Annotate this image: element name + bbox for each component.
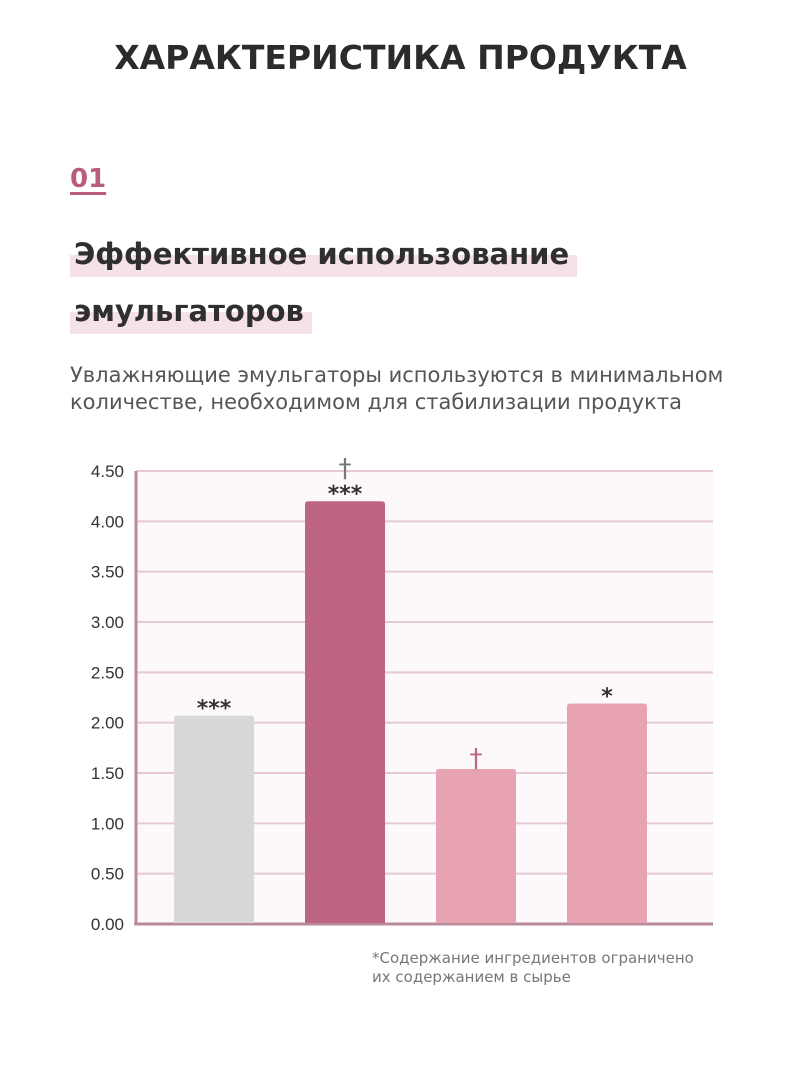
- heading-highlight: [70, 255, 578, 277]
- section-heading-line-1: Эффективное использование: [70, 237, 578, 277]
- bar: [305, 501, 385, 923]
- section-description: Увлажняющие эмульгаторы используются в м…: [70, 363, 724, 414]
- heading-text: Эффективное использование: [74, 237, 570, 271]
- section-number: 01: [70, 164, 107, 194]
- y-tick-label: 4.50: [91, 462, 124, 481]
- bar-chart-svg: 0.00 0.50 1.00 1.50 2.00 2.50 3.00 3.50 4.00 4.50…: [91, 454, 713, 934]
- dagger-mark: †: [339, 454, 352, 484]
- y-tick-label: 2.00: [91, 714, 124, 733]
- footnote-line-2: их содержанием в сырье: [372, 968, 571, 986]
- section-heading-line-2: эмульгаторов: [70, 294, 312, 334]
- bar-chart: 0.00 0.50 1.00 1.50 2.00 2.50 3.00 3.50 4.00 4.50…: [0, 440, 801, 960]
- significance-stars: ***: [328, 482, 363, 507]
- heading-text: эмульгаторов: [74, 294, 304, 328]
- bar: [174, 715, 254, 923]
- y-tick-label: 3.00: [91, 613, 124, 632]
- page-title: ХАРАКТЕРИСТИКА ПРОДУКТА: [114, 38, 687, 77]
- footnote-line-1: *Содержание ингредиентов ограничено: [372, 949, 694, 967]
- y-tick-label: 2.50: [91, 663, 124, 682]
- bar: [567, 703, 647, 923]
- significance-stars: ***: [197, 697, 232, 722]
- y-tick-label: 1.50: [91, 764, 124, 783]
- significance-stars: *: [601, 685, 613, 710]
- y-tick-label: 0.50: [91, 865, 124, 884]
- y-tick-label: 3.50: [91, 563, 124, 582]
- dagger-mark: †: [470, 744, 483, 774]
- y-tick-label: 0.00: [91, 915, 124, 934]
- y-tick-label: 1.00: [91, 814, 124, 833]
- y-tick-label: 4.00: [91, 512, 124, 531]
- bar: [436, 768, 516, 923]
- footnote: *Содержание ингредиентов ограничено их с…: [372, 949, 772, 987]
- heading-highlight: [70, 312, 312, 334]
